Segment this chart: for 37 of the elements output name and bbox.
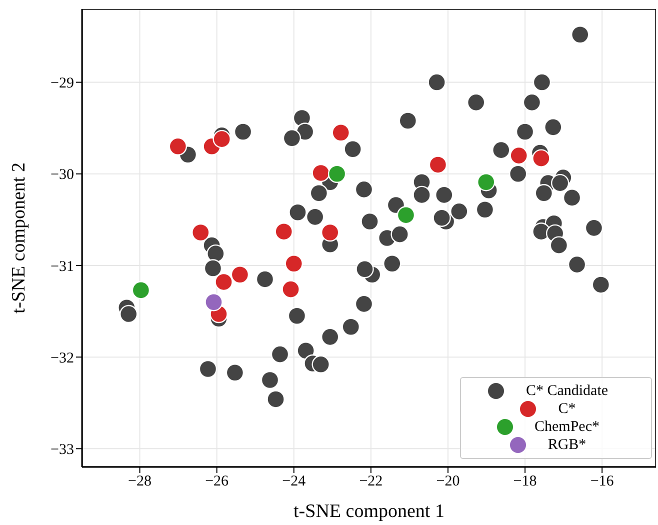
y-tick-label: −32 [50,350,74,366]
point [192,223,210,242]
point [510,146,528,165]
point [230,266,250,284]
legend-label: RGB* [548,437,586,453]
y-tick-label: −29 [50,76,74,92]
point [284,254,303,273]
y-tick-label: −30 [50,167,74,184]
point [320,223,340,242]
y-tick-label: −31 [50,258,74,275]
point [282,280,300,298]
point [168,137,188,156]
x-axis-title: t-SNE component 1 [294,501,444,522]
point [204,293,223,312]
x-tick-label: −20 [436,474,460,490]
point [274,222,293,241]
point [428,156,448,174]
point [477,173,496,192]
y-axis-title: t-SNE component 2 [8,162,30,314]
x-tick-label: −24 [282,474,306,490]
y-tick-label: −33 [50,442,74,458]
point [132,281,150,300]
point [328,164,346,183]
x-tick-label: −28 [128,474,152,490]
point [396,206,416,224]
point [312,164,330,182]
legend-label: C* [558,401,576,417]
x-tick-label: −18 [513,474,537,490]
x-tick-label: −26 [205,474,230,490]
legend-label: C* Candidate [526,383,608,399]
x-tick-label: −22 [359,474,383,490]
x-tick-label: −16 [590,474,614,490]
point [214,272,233,292]
point [212,130,231,148]
legend-label: ChemPec* [534,419,600,435]
point [332,124,350,142]
point [532,149,550,168]
